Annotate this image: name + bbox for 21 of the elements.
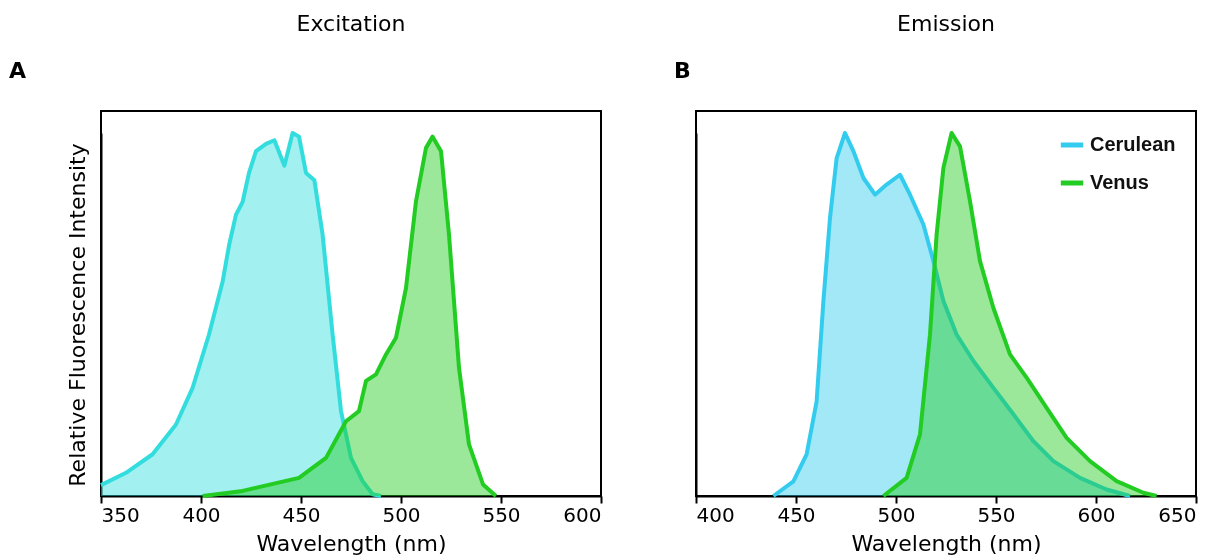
legend-label: Cerulean	[1090, 133, 1176, 155]
chart-title: Excitation	[296, 11, 406, 36]
x-tick-label: 400	[182, 502, 221, 527]
x-tick-label: 450	[777, 502, 816, 527]
x-tick-label: 600	[563, 502, 602, 527]
x-axis-title: Wavelength (nm)	[256, 530, 447, 556]
text: B	[674, 58, 691, 83]
x-tick-label: 550	[977, 502, 1016, 527]
text: A	[9, 58, 27, 83]
x-tick-label: 350	[101, 502, 140, 527]
x-tick-label: 500	[877, 502, 916, 527]
x-tick-label: 550	[482, 502, 521, 527]
x-tick-label: 500	[382, 502, 421, 527]
x-axis-title: Wavelength (nm)	[851, 530, 1042, 556]
chart-title: Emission	[897, 11, 995, 36]
x-tick-label: 400	[696, 502, 735, 527]
x-tick-label: 450	[282, 502, 321, 527]
x-tick-label: 650	[1158, 502, 1197, 527]
legend-label: Venus	[1090, 171, 1149, 193]
x-tick-label: 600	[1077, 502, 1116, 527]
y-axis-title: Relative Fluorescence Intensity	[64, 143, 90, 487]
